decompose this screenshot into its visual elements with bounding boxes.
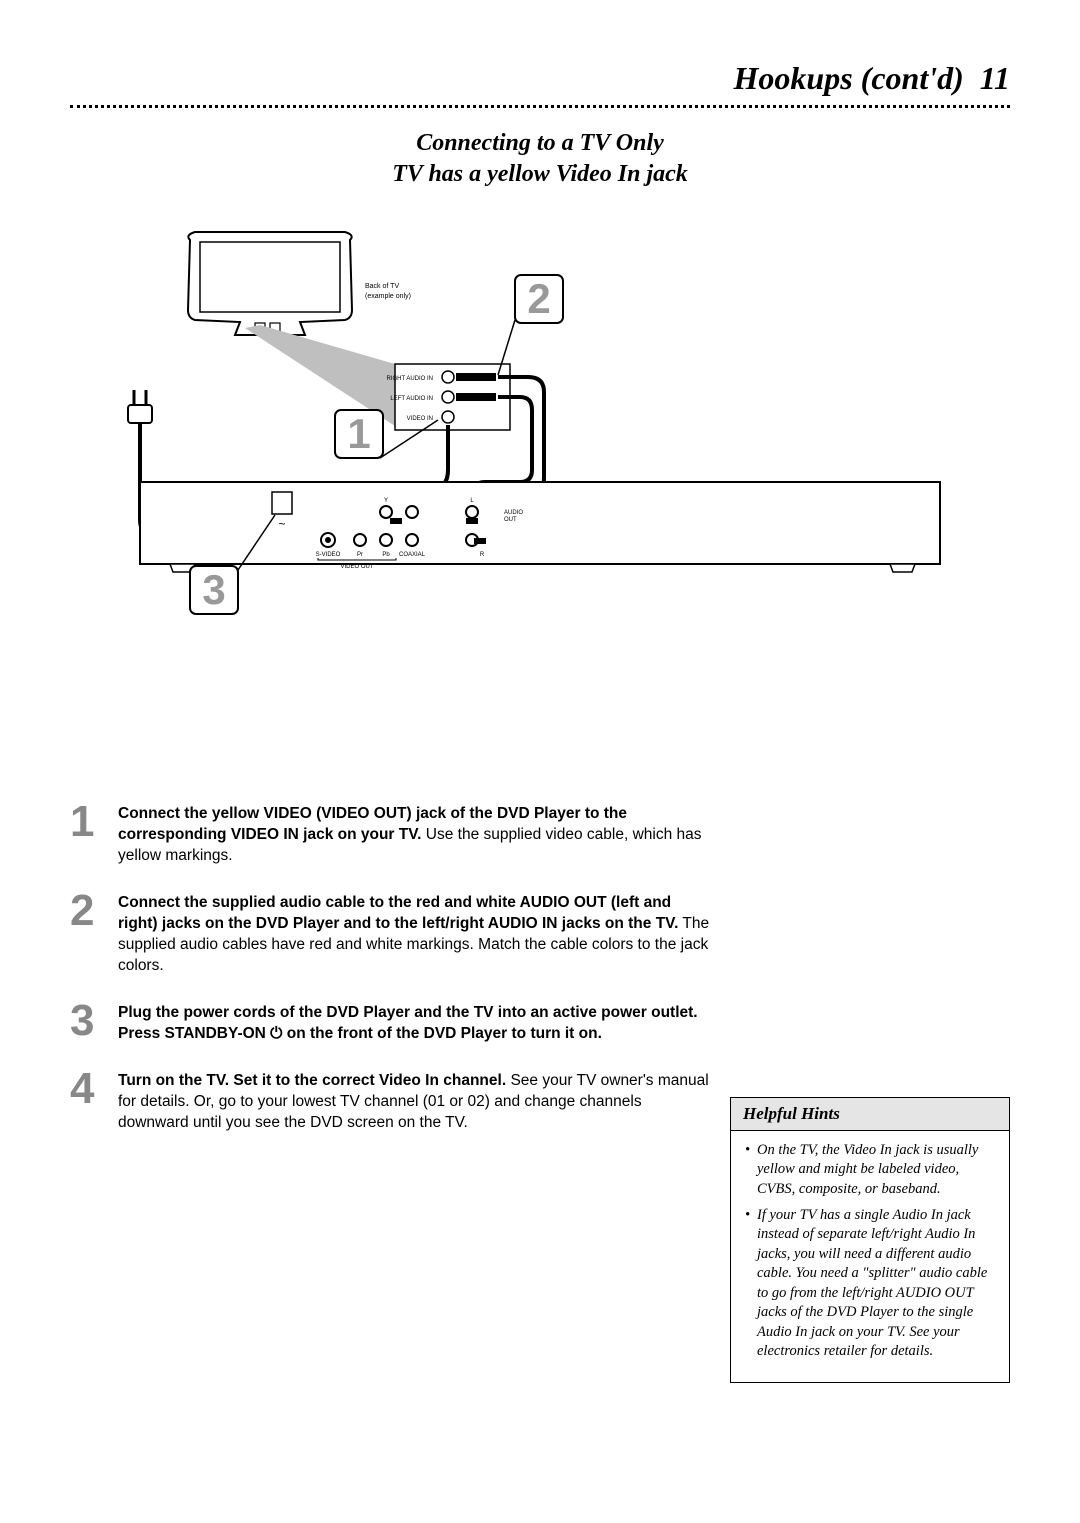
svg-text:OUT: OUT <box>504 517 517 523</box>
step-text: Turn on the TV. Set it to the correct Vi… <box>118 1067 710 1134</box>
svg-text:Pr: Pr <box>357 552 363 558</box>
helpful-hints-box: Helpful Hints On the TV, the Video In ja… <box>730 1097 1010 1383</box>
connection-diagram: Back of TV (example only) RIGHT AUDIO IN… <box>100 220 980 640</box>
header-title: Hookups (cont'd) <box>734 60 964 96</box>
tv-input-panel: RIGHT AUDIO IN LEFT AUDIO IN VIDEO IN <box>386 364 510 430</box>
step-text: Connect the yellow VIDEO (VIDEO OUT) jac… <box>118 800 710 867</box>
label-left-audio-in: LEFT AUDIO IN <box>390 396 433 402</box>
step-number: 1 <box>70 800 118 844</box>
hint-item: If your TV has a single Audio In jack in… <box>745 1206 995 1363</box>
page-header: Hookups (cont'd) 11 <box>70 60 1010 97</box>
svg-text:~: ~ <box>278 517 285 531</box>
svg-text:Y: Y <box>384 498 388 504</box>
subtitle-line2: TV has a yellow Video In jack <box>392 161 688 187</box>
svg-text:2: 2 <box>527 275 550 322</box>
tv-outline <box>188 232 352 335</box>
step-1: 1 Connect the yellow VIDEO (VIDEO OUT) j… <box>70 800 710 867</box>
page-number: 11 <box>980 60 1010 96</box>
subtitle: Connecting to a TV Only TV has a yellow … <box>70 128 1010 190</box>
svg-text:COAXIAL: COAXIAL <box>399 552 426 558</box>
step-number: 2 <box>70 889 118 933</box>
label-right-audio-in: RIGHT AUDIO IN <box>386 376 433 382</box>
subtitle-line1: Connecting to a TV Only <box>416 130 664 156</box>
step-text: Plug the power cords of the DVD Player a… <box>118 999 710 1045</box>
tv-back-label-2: (example only) <box>365 293 411 300</box>
label-video-in: VIDEO IN <box>407 416 433 422</box>
dotted-divider <box>70 105 1010 108</box>
step-number: 3 <box>70 999 118 1043</box>
svg-text:3: 3 <box>202 566 225 613</box>
callout-2: 2 <box>498 275 563 375</box>
svg-text:VIDEO OUT: VIDEO OUT <box>340 564 373 570</box>
step-bold: Connect the supplied audio cable to the … <box>118 894 678 932</box>
steps-list: 1 Connect the yellow VIDEO (VIDEO OUT) j… <box>70 800 710 1133</box>
svg-text:1: 1 <box>347 410 370 457</box>
svg-text:S-VIDEO: S-VIDEO <box>316 552 341 558</box>
hints-title: Helpful Hints <box>731 1098 1009 1131</box>
hint-item: On the TV, the Video In jack is usually … <box>745 1141 995 1200</box>
svg-text:R: R <box>480 552 485 558</box>
step-text: Connect the supplied audio cable to the … <box>118 889 710 977</box>
step-4: 4 Turn on the TV. Set it to the correct … <box>70 1067 710 1134</box>
step-bold: Turn on the TV. Set it to the correct Vi… <box>118 1072 506 1089</box>
svg-text:AUDIO: AUDIO <box>504 510 523 516</box>
step-2: 2 Connect the supplied audio cable to th… <box>70 889 710 977</box>
hints-body: On the TV, the Video In jack is usually … <box>731 1131 1009 1382</box>
step-bold: Plug the power cords of the DVD Player a… <box>118 1004 698 1042</box>
step-number: 4 <box>70 1067 118 1111</box>
dvd-player: ~ Y L AUDIO OUT S-VIDEO Pr Pb COAXIAL R … <box>140 482 940 572</box>
step-3: 3 Plug the power cords of the DVD Player… <box>70 999 710 1045</box>
svg-text:Pb: Pb <box>382 552 390 558</box>
diagram-svg: Back of TV (example only) RIGHT AUDIO IN… <box>100 220 980 640</box>
tv-back-label-1: Back of TV <box>365 283 399 290</box>
